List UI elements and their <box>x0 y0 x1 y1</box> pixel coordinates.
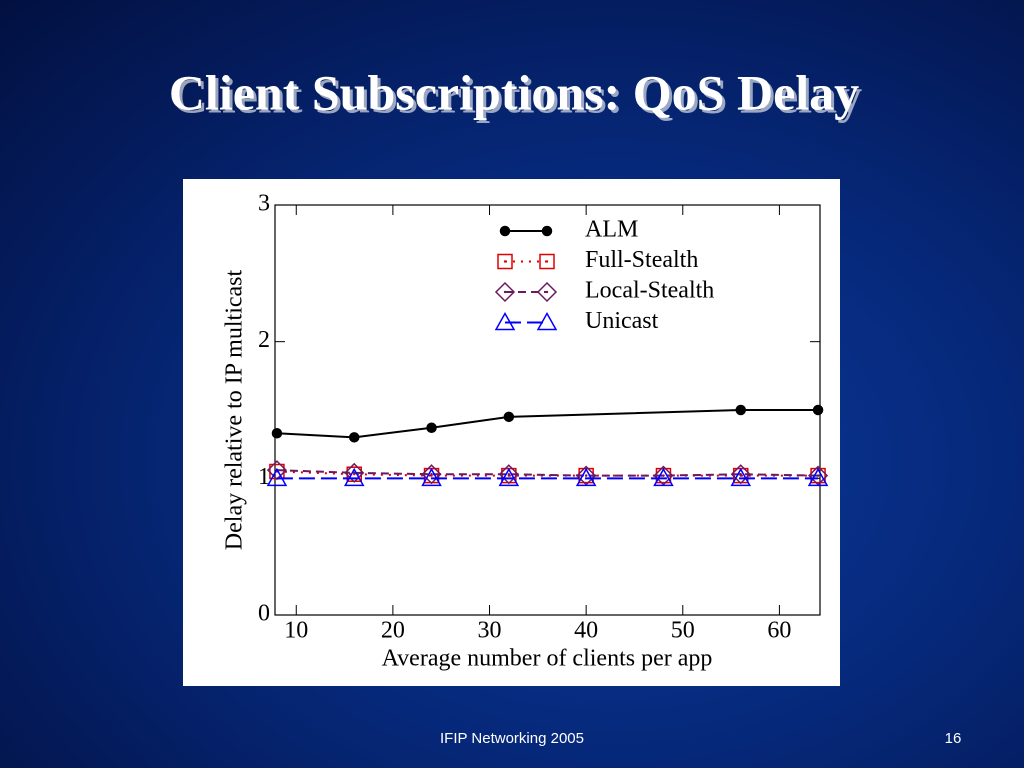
marker-dot <box>662 474 665 477</box>
y-tick-label: 2 <box>258 327 270 353</box>
legend-marker <box>536 281 558 303</box>
legend-marker <box>536 311 558 331</box>
marker <box>271 427 283 439</box>
marker <box>344 462 365 483</box>
slide-title-shadow: Client Subscriptions: QoS Delay <box>172 67 862 123</box>
page-number: 16 <box>945 730 962 747</box>
y-tick-label: 3 <box>258 191 270 217</box>
marker <box>812 404 824 416</box>
legend-label: Unicast <box>585 308 659 334</box>
x-tick-label: 40 <box>574 618 598 644</box>
x-tick-label: 10 <box>284 618 308 644</box>
marker <box>498 467 520 487</box>
marker <box>653 467 674 487</box>
marker <box>348 432 360 443</box>
marker <box>575 467 597 487</box>
marker-dot <box>353 471 356 475</box>
legend-label: Full-Stealth <box>585 247 698 273</box>
legend-marker <box>494 281 516 303</box>
legend-label: Local-Stealth <box>585 278 714 304</box>
marker <box>807 467 829 487</box>
legend-marker <box>541 225 553 237</box>
y-tick-label: 1 <box>258 464 270 490</box>
x-tick-label: 60 <box>767 618 791 644</box>
footer: IFIP Networking 2005 <box>440 730 584 747</box>
legend-marker <box>497 253 513 270</box>
slide-title: Client Subscriptions: QoS Delay <box>169 64 859 120</box>
y-tick-label: 0 <box>258 601 270 627</box>
legend-marker <box>494 311 516 331</box>
marker <box>730 467 752 487</box>
marker-dot <box>739 473 742 476</box>
x-tick-label: 30 <box>478 618 502 644</box>
marker <box>343 467 365 487</box>
x-tick-label: 50 <box>671 618 695 644</box>
legend-label: ALM <box>585 217 638 243</box>
marker-dot <box>545 290 549 294</box>
marker-dot <box>584 474 588 477</box>
marker <box>735 404 747 416</box>
marker <box>730 464 751 485</box>
marker <box>421 464 442 485</box>
marker <box>498 464 519 485</box>
legend-marker <box>499 225 511 237</box>
legend-marker <box>539 253 555 270</box>
marker <box>426 422 437 434</box>
x-axis-label: Average number of clients per app <box>382 646 713 672</box>
marker <box>421 467 442 487</box>
marker-dot <box>816 474 820 477</box>
marker-dot <box>507 473 511 476</box>
marker-dot <box>545 260 549 263</box>
series-line <box>276 409 819 439</box>
marker <box>266 467 288 487</box>
y-axis-label: Delay relative to IP multicast <box>222 269 248 550</box>
x-tick-label: 20 <box>381 618 405 644</box>
marker <box>503 411 515 423</box>
marker-dot <box>430 473 433 476</box>
marker-dot <box>503 260 507 263</box>
marker-dot <box>503 290 507 294</box>
